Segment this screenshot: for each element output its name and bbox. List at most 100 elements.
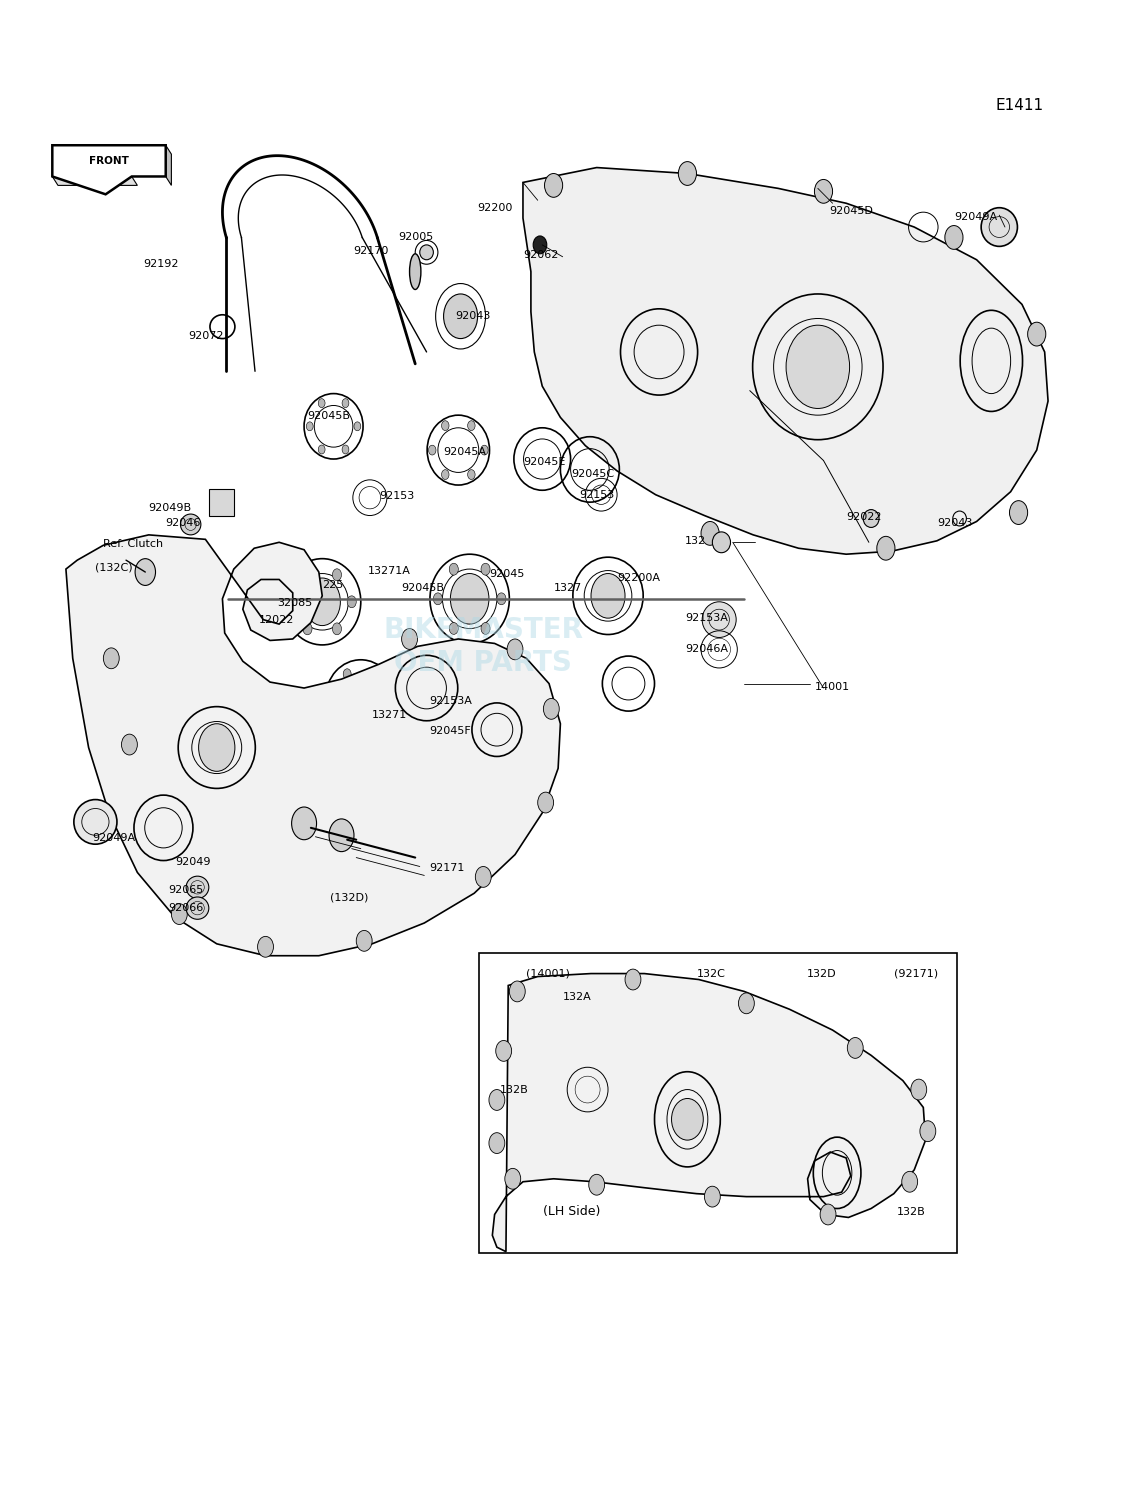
Circle shape	[442, 470, 449, 479]
Circle shape	[910, 1079, 926, 1100]
Circle shape	[877, 536, 895, 560]
Circle shape	[507, 639, 523, 660]
Circle shape	[318, 444, 325, 453]
Circle shape	[589, 1174, 605, 1195]
Circle shape	[343, 669, 351, 678]
Text: 92049A: 92049A	[92, 833, 135, 844]
Polygon shape	[53, 146, 165, 194]
Ellipse shape	[410, 254, 421, 290]
Text: 13271A: 13271A	[367, 566, 411, 575]
Circle shape	[199, 723, 235, 772]
Ellipse shape	[982, 207, 1017, 246]
Bar	[479, 953, 957, 1253]
Text: 132B: 132B	[898, 1207, 926, 1216]
Text: (132D): (132D)	[331, 893, 369, 902]
Text: 92200: 92200	[478, 203, 513, 213]
Circle shape	[135, 558, 155, 585]
Text: 92045E: 92045E	[523, 456, 565, 467]
Circle shape	[902, 1171, 917, 1192]
Circle shape	[329, 820, 354, 851]
Circle shape	[705, 1186, 720, 1207]
Circle shape	[329, 693, 338, 704]
Text: 92049A: 92049A	[954, 212, 998, 222]
Ellipse shape	[186, 898, 209, 919]
Text: 92043: 92043	[455, 311, 490, 321]
Text: 92045C: 92045C	[572, 468, 615, 479]
Ellipse shape	[863, 509, 879, 527]
Circle shape	[343, 717, 351, 728]
Circle shape	[347, 596, 356, 608]
Text: 92045F: 92045F	[429, 726, 471, 735]
Circle shape	[481, 563, 490, 575]
Text: 132C: 132C	[697, 968, 726, 979]
Text: 92046: 92046	[165, 518, 201, 528]
Text: (LH Side): (LH Side)	[543, 1205, 600, 1217]
Circle shape	[356, 931, 372, 952]
Text: (14001): (14001)	[527, 968, 571, 979]
Circle shape	[1009, 501, 1027, 524]
Circle shape	[510, 982, 526, 1001]
Text: 92046A: 92046A	[685, 644, 728, 654]
Circle shape	[402, 629, 418, 650]
Circle shape	[489, 1133, 505, 1153]
Text: 132B: 132B	[501, 1085, 529, 1094]
Circle shape	[625, 970, 641, 991]
Text: 14001: 14001	[814, 681, 850, 692]
Text: 92065: 92065	[168, 886, 203, 895]
Circle shape	[318, 399, 325, 408]
Text: 92153A: 92153A	[685, 612, 728, 623]
Text: 132A: 132A	[563, 992, 591, 1003]
Text: 13271: 13271	[372, 710, 408, 720]
Text: 32085: 32085	[277, 599, 312, 608]
Text: 92170: 92170	[352, 246, 388, 255]
Circle shape	[449, 623, 458, 635]
Text: 92171: 92171	[429, 863, 464, 874]
Circle shape	[1027, 323, 1046, 347]
Circle shape	[786, 326, 850, 408]
Circle shape	[288, 596, 297, 608]
Circle shape	[481, 623, 490, 635]
Circle shape	[847, 1037, 863, 1058]
Text: BIKEMASTER
OEM PARTS: BIKEMASTER OEM PARTS	[383, 617, 583, 677]
Text: (92171): (92171)	[894, 968, 938, 979]
Circle shape	[103, 648, 119, 669]
Circle shape	[342, 444, 349, 453]
Text: 92045: 92045	[489, 569, 525, 578]
Circle shape	[333, 569, 341, 581]
Circle shape	[533, 236, 546, 254]
Circle shape	[428, 446, 436, 455]
Circle shape	[122, 734, 138, 755]
Circle shape	[467, 420, 475, 431]
Circle shape	[496, 1040, 512, 1061]
Circle shape	[701, 521, 719, 545]
Text: 92045B: 92045B	[308, 411, 350, 420]
Text: Ref. Clutch: Ref. Clutch	[103, 539, 163, 549]
Text: 12022: 12022	[258, 614, 294, 624]
Circle shape	[303, 569, 312, 581]
Polygon shape	[492, 974, 925, 1252]
Circle shape	[371, 717, 379, 728]
Circle shape	[920, 1121, 936, 1142]
Circle shape	[814, 180, 832, 203]
Circle shape	[354, 422, 360, 431]
Bar	[209, 489, 234, 515]
Circle shape	[434, 593, 442, 605]
Text: 92192: 92192	[144, 260, 179, 269]
Text: 92153: 92153	[580, 489, 615, 500]
Circle shape	[543, 698, 559, 719]
Circle shape	[171, 904, 187, 925]
Circle shape	[678, 162, 697, 186]
Circle shape	[481, 446, 488, 455]
Text: 92005: 92005	[398, 233, 434, 243]
Text: 92062: 92062	[523, 251, 558, 260]
Circle shape	[820, 1204, 836, 1225]
Text: 92066: 92066	[168, 904, 203, 913]
Text: 92045B: 92045B	[402, 584, 444, 593]
Circle shape	[489, 1090, 505, 1111]
Circle shape	[442, 420, 449, 431]
Polygon shape	[165, 146, 171, 186]
Text: FRONT: FRONT	[90, 156, 129, 165]
Text: 225: 225	[323, 581, 343, 590]
Circle shape	[371, 669, 379, 678]
Text: 132: 132	[685, 536, 706, 546]
